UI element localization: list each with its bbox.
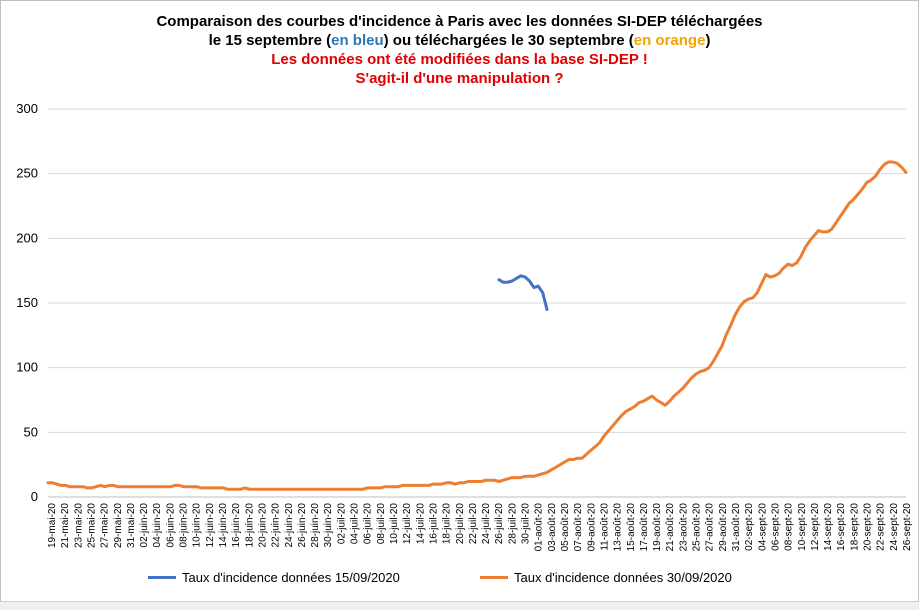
x-tick-label: 24-sept-20 <box>889 503 900 551</box>
x-tick-label: 27-août-20 <box>705 503 716 552</box>
x-tick-label: 16-sept-20 <box>836 503 847 551</box>
x-tick-label: 10-juin-20 <box>192 503 203 548</box>
chart-title: Comparaison des courbes d'incidence à Pa… <box>0 12 919 88</box>
title-line-2-b: ) ou téléchargées le 30 septembre ( <box>383 32 634 49</box>
y-tick-label-150: 150 <box>16 295 38 310</box>
x-tick-label: 04-juin-20 <box>152 503 163 548</box>
legend-swatch-blue <box>148 576 176 579</box>
legend-swatch-orange <box>480 576 508 579</box>
x-tick-label: 14-juil-20 <box>415 503 426 545</box>
x-tick-label: 10-sept-20 <box>797 503 808 551</box>
y-tick-label-100: 100 <box>16 360 38 375</box>
x-tick-label: 14-sept-20 <box>823 503 834 551</box>
x-tick-label: 28-juin-20 <box>310 503 321 548</box>
x-tick-label: 28-juil-20 <box>507 503 518 545</box>
y-tick-label-0: 0 <box>31 489 38 504</box>
x-tick-label: 27-mai-20 <box>100 503 111 548</box>
x-tick-label: 31-mai-20 <box>126 503 137 548</box>
x-tick-label: 18-sept-20 <box>849 503 860 551</box>
window-bottom-bar <box>0 601 919 610</box>
x-tick-label: 08-juin-20 <box>179 503 190 548</box>
x-tick-label: 23-août-20 <box>678 503 689 552</box>
legend-item-orange: Taux d'incidence données 30/09/2020 <box>480 570 732 585</box>
x-tick-label: 29-mai-20 <box>113 503 124 548</box>
x-tick-label: 22-sept-20 <box>876 503 887 551</box>
legend-label-orange: Taux d'incidence données 30/09/2020 <box>514 570 732 585</box>
x-tick-label: 04-sept-20 <box>757 503 768 551</box>
x-tick-label: 25-mai-20 <box>86 503 97 548</box>
x-tick-label: 06-juin-20 <box>165 503 176 548</box>
title-line-4: S'agit-il d'une manipulation ? <box>355 70 564 87</box>
y-tick-label-200: 200 <box>16 230 38 245</box>
x-tick-label: 19-mai-20 <box>47 503 58 548</box>
x-tick-label: 22-juin-20 <box>271 503 282 548</box>
x-tick-label: 23-mai-20 <box>73 503 84 548</box>
x-tick-label: 01-août-20 <box>534 503 545 552</box>
legend: Taux d'incidence données 15/09/2020 Taux… <box>0 570 919 588</box>
x-tick-label: 29-août-20 <box>718 503 729 552</box>
x-tick-label: 22-juil-20 <box>468 503 479 545</box>
title-line-3: Les données ont été modifiées dans la ba… <box>271 51 648 68</box>
x-tick-label: 26-juin-20 <box>297 503 308 548</box>
x-tick-label: 11-août-20 <box>599 503 610 551</box>
x-tick-label: 12-juin-20 <box>205 503 216 548</box>
series-line-orange <box>46 160 908 491</box>
x-tick-label: 10-juil-20 <box>389 503 400 545</box>
x-tick-label: 24-juin-20 <box>284 503 295 548</box>
x-tick-label: 30-juin-20 <box>323 503 334 548</box>
x-tick-label: 04-juil-20 <box>350 503 361 545</box>
x-tick-label: 20-sept-20 <box>863 503 874 551</box>
x-tick-label: 09-août-20 <box>586 503 597 552</box>
x-tick-label: 12-juil-20 <box>402 503 413 545</box>
x-tick-label: 26-juil-20 <box>494 503 505 545</box>
y-tick-label-300: 300 <box>16 101 38 116</box>
x-tick-label: 20-juin-20 <box>257 503 268 548</box>
x-tick-label: 18-juin-20 <box>244 503 255 548</box>
x-tick-label: 31-août-20 <box>731 503 742 552</box>
x-tick-label: 06-juil-20 <box>363 503 374 545</box>
x-tick-label: 19-août-20 <box>652 503 663 552</box>
legend-item-blue: Taux d'incidence données 15/09/2020 <box>148 570 400 585</box>
x-tick-label: 24-juil-20 <box>481 503 492 545</box>
y-tick-label-250: 250 <box>16 166 38 181</box>
title-blue-word: en bleu <box>331 32 384 49</box>
x-tick-label: 18-juil-20 <box>442 503 453 545</box>
title-orange-word: en orange <box>633 32 706 49</box>
x-tick-label: 26-sept-20 <box>902 503 913 551</box>
x-tick-label: 03-août-20 <box>547 503 558 552</box>
x-tick-label: 08-juil-20 <box>376 503 387 545</box>
x-tick-label: 02-juin-20 <box>139 503 150 548</box>
x-tick-label: 17-août-20 <box>639 503 650 552</box>
x-tick-label: 30-juil-20 <box>521 503 532 545</box>
x-tick-label: 12-sept-20 <box>810 503 821 551</box>
x-tick-label: 16-juin-20 <box>231 503 242 548</box>
x-tick-label: 02-sept-20 <box>744 503 755 551</box>
x-tick-label: 02-juil-20 <box>336 503 347 545</box>
x-tick-label: 08-sept-20 <box>784 503 795 551</box>
title-line-2-c: ) <box>705 32 711 49</box>
legend-label-blue: Taux d'incidence données 15/09/2020 <box>182 570 400 585</box>
series-line-blue <box>497 274 549 311</box>
title-line-2: le 15 septembre (en bleu) ou téléchargée… <box>0 31 919 50</box>
y-tick-label-50: 50 <box>24 424 38 439</box>
title-line-1: Comparaison des courbes d'incidence à Pa… <box>156 13 763 30</box>
x-tick-label: 15-août-20 <box>626 503 637 552</box>
x-tick-label: 06-sept-20 <box>770 503 781 551</box>
x-tick-label: 21-mai-20 <box>60 503 71 548</box>
x-tick-label: 21-août-20 <box>665 503 676 552</box>
title-line-2-a: le 15 septembre ( <box>208 32 332 49</box>
x-tick-label: 16-juil-20 <box>428 503 439 545</box>
x-tick-label: 14-juin-20 <box>218 503 229 548</box>
x-tick-label: 25-août-20 <box>692 503 703 552</box>
x-tick-label: 05-août-20 <box>560 503 571 552</box>
x-tick-label: 20-juil-20 <box>455 503 466 545</box>
x-tick-label: 13-août-20 <box>613 503 624 552</box>
x-tick-label: 07-août-20 <box>573 503 584 552</box>
